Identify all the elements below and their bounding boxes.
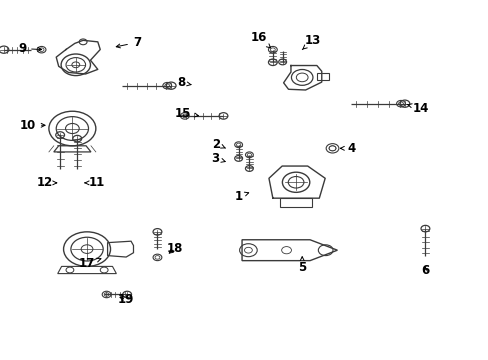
Text: 10: 10 <box>20 119 45 132</box>
Text: 8: 8 <box>177 76 191 89</box>
Text: 1: 1 <box>234 190 248 203</box>
Text: 13: 13 <box>302 34 321 50</box>
Text: 3: 3 <box>211 152 225 165</box>
Text: 9: 9 <box>18 42 41 55</box>
Text: 16: 16 <box>250 31 270 48</box>
Text: 12: 12 <box>37 176 57 189</box>
Text: 15: 15 <box>175 107 198 120</box>
Text: 7: 7 <box>116 36 141 49</box>
Text: 2: 2 <box>212 138 225 150</box>
Text: 14: 14 <box>406 102 428 114</box>
Text: 17: 17 <box>79 257 101 270</box>
Text: 19: 19 <box>118 293 134 306</box>
Text: 18: 18 <box>166 242 183 255</box>
Text: 4: 4 <box>340 142 354 155</box>
Text: 11: 11 <box>85 176 104 189</box>
Text: 5: 5 <box>298 257 305 274</box>
Text: 6: 6 <box>421 264 428 277</box>
